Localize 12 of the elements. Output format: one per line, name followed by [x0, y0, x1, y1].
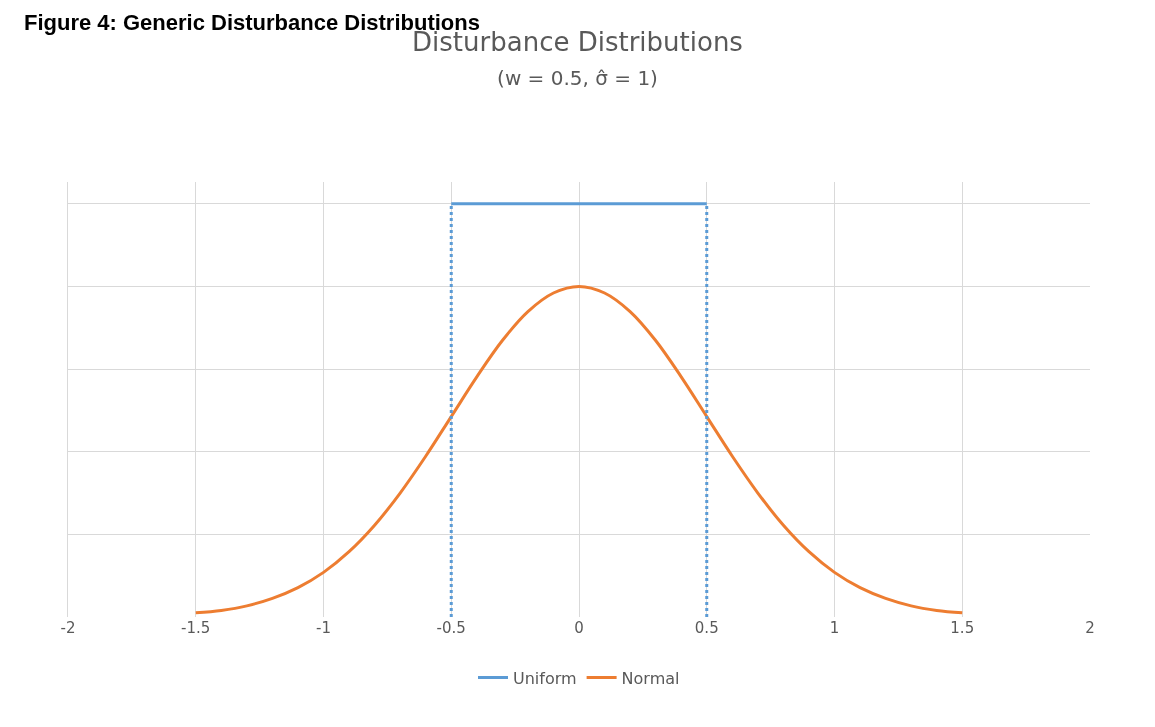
x-tick-label: -2 — [60, 619, 76, 637]
x-tick-label: 0 — [574, 619, 584, 637]
x-tick-label: 2 — [1085, 619, 1095, 637]
x-tick-label: -0.5 — [436, 619, 466, 637]
legend-label: Uniform — [513, 668, 577, 688]
x-tick-label: -1 — [316, 619, 331, 637]
x-tick-label: 1 — [829, 619, 840, 637]
x-tick-label: 0.5 — [694, 619, 719, 637]
x-tick-label: 1.5 — [950, 619, 975, 637]
legend-label: Normal — [621, 668, 680, 688]
x-tick-label: -1.5 — [181, 619, 211, 637]
chart-subtitle: (w = 0.5, σ̂ = 1) — [497, 65, 658, 90]
